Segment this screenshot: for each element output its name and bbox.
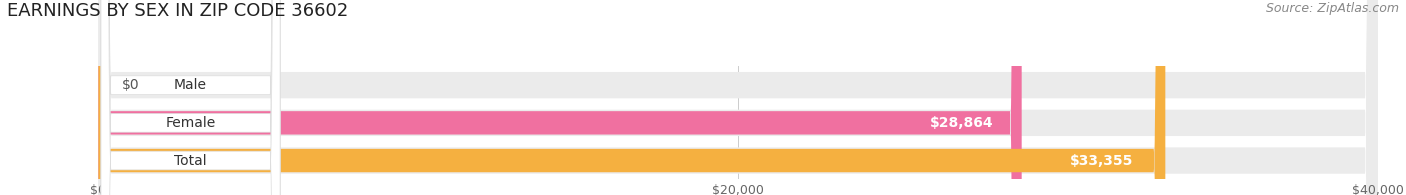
FancyBboxPatch shape <box>101 0 280 195</box>
Text: $28,864: $28,864 <box>931 116 994 130</box>
FancyBboxPatch shape <box>98 0 1166 195</box>
FancyBboxPatch shape <box>101 0 280 195</box>
FancyBboxPatch shape <box>98 0 1378 195</box>
Text: Source: ZipAtlas.com: Source: ZipAtlas.com <box>1265 2 1399 15</box>
Text: $0: $0 <box>121 78 139 92</box>
Text: EARNINGS BY SEX IN ZIP CODE 36602: EARNINGS BY SEX IN ZIP CODE 36602 <box>7 2 349 20</box>
FancyBboxPatch shape <box>98 0 1022 195</box>
FancyBboxPatch shape <box>98 0 1378 195</box>
Text: $33,355: $33,355 <box>1070 153 1133 168</box>
Text: Female: Female <box>166 116 215 130</box>
FancyBboxPatch shape <box>98 0 1378 195</box>
FancyBboxPatch shape <box>101 0 280 195</box>
Text: Male: Male <box>174 78 207 92</box>
Text: Total: Total <box>174 153 207 168</box>
